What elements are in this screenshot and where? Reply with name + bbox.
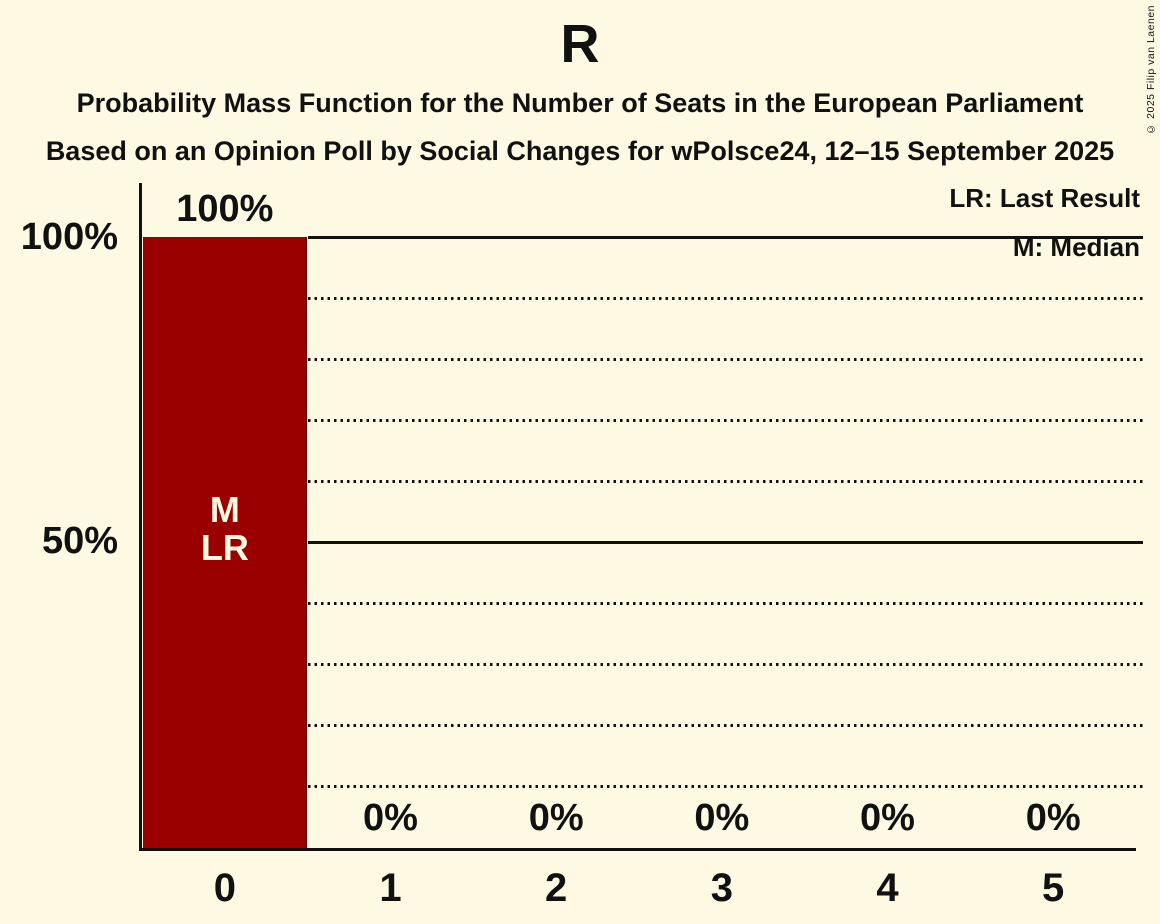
- gridline-30: [307, 663, 1143, 667]
- value-label-4: 0%: [860, 797, 915, 839]
- value-label-1: 0%: [363, 797, 418, 839]
- plot-area: 100% 0% 0% 0% 0% 0% M LR: [139, 183, 1143, 851]
- gridline-60: [307, 479, 1143, 483]
- gridline-10: [307, 785, 1143, 789]
- y-axis-tick-50: 50%: [41, 520, 118, 562]
- value-label-0: 100%: [176, 188, 274, 230]
- gridline-70: [307, 418, 1143, 422]
- x-axis-tick-5: 5: [1042, 866, 1065, 910]
- x-axis-tick-0: 0: [213, 866, 236, 910]
- page-title: R: [560, 14, 600, 74]
- legend-entry-last-result: LR: Last Result: [949, 183, 1140, 213]
- gridline-100: [307, 235, 1143, 239]
- y-axis-tick-100: 100%: [20, 216, 118, 258]
- gridline-50: [307, 541, 1143, 544]
- gridline-20: [307, 724, 1143, 728]
- gridline-90: [307, 296, 1143, 300]
- bar-seats-0: [142, 237, 307, 848]
- chart-subtitle-line1: Probability Mass Function for the Number…: [76, 88, 1084, 118]
- bar-annotation-median-lastresult: M LR: [200, 489, 249, 568]
- value-label-3: 0%: [694, 797, 750, 839]
- x-axis-tick-4: 4: [876, 866, 899, 910]
- value-label-2: 0%: [528, 797, 584, 839]
- x-axis-tick-2: 2: [545, 866, 568, 910]
- x-axis-tick-1: 1: [379, 866, 402, 910]
- x-axis-tick-3: 3: [710, 866, 733, 910]
- value-label-5: 0%: [1025, 797, 1081, 839]
- gridline-40: [307, 602, 1143, 606]
- gridline-80: [307, 357, 1143, 361]
- chart-subtitle-line2: Based on an Opinion Poll by Social Chang…: [45, 136, 1115, 166]
- copyright-notice: © 2025 Filip van Laenen: [1145, 5, 1157, 135]
